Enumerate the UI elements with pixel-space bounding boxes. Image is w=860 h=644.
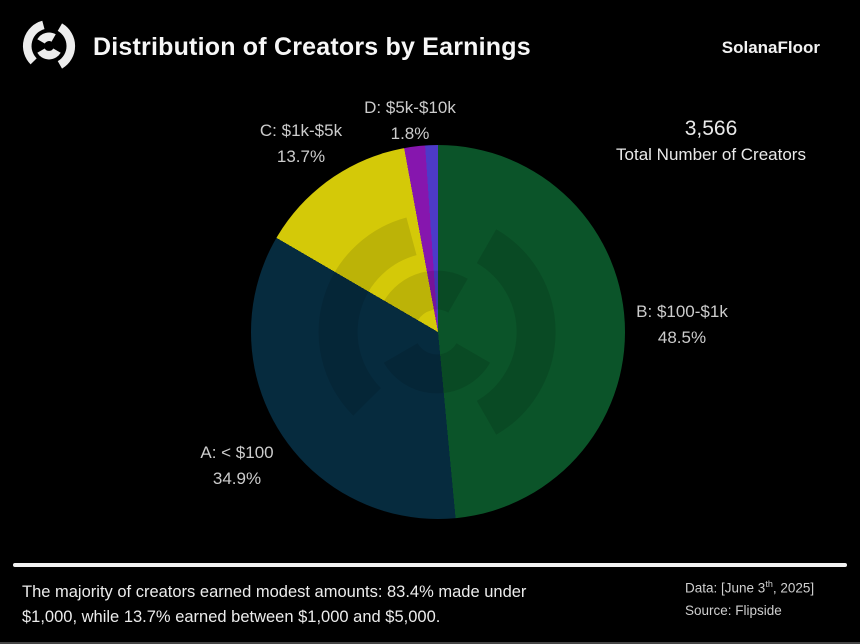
total-creators: 3,566 Total Number of Creators [561,115,860,168]
slice-label-c-percent: 13.7% [276,147,326,166]
summary-text: The majority of creators earned modest a… [22,580,526,630]
data-date: Data: [June 3th, 2025] [685,579,815,596]
total-creators-caption: Total Number of Creators [616,145,806,164]
page-title: Distribution of Creators by Earnings [93,33,531,61]
solanafloor-pinwheel-icon [23,20,76,69]
summary-line-1: The majority of creators earned modest a… [22,583,527,601]
slice-label-d-percent: 1.8% [390,124,430,143]
data-source-block: Data: [June 3th, 2025] Source: Flipside [685,573,814,622]
slice-label-b-range: B: $100-$1k [636,302,728,321]
slice-label-a-range: A: < $100 [200,443,274,462]
summary-line-2: $1,000, while 13.7% earned between $1,00… [22,608,441,626]
watermark-logo-icon [318,217,556,435]
slice-label-b-percent: 48.5% [657,328,707,347]
slice-label-c: C: $1k-$5k 13.7% [191,118,411,170]
footer-divider [13,563,847,567]
slice-label-a-percent: 34.9% [212,469,262,488]
slice-label-b: B: $100-$1k 48.5% [572,299,792,351]
slice-label-a: A: < $100 34.9% [127,440,347,492]
bottom-edge-line [0,642,860,644]
slice-label-c-range: C: $1k-$5k [259,121,343,140]
slice-label-d-range: D: $5k-$10k [364,98,456,117]
total-creators-value: 3,566 [684,117,738,140]
slice-label-d: D: $5k-$10k 1.8% [300,95,520,147]
date-ordinal: th [765,579,773,589]
brand-label: SolanaFloor [721,38,820,57]
pie-chart [251,145,625,519]
data-source: Source: Flipside [685,602,782,618]
